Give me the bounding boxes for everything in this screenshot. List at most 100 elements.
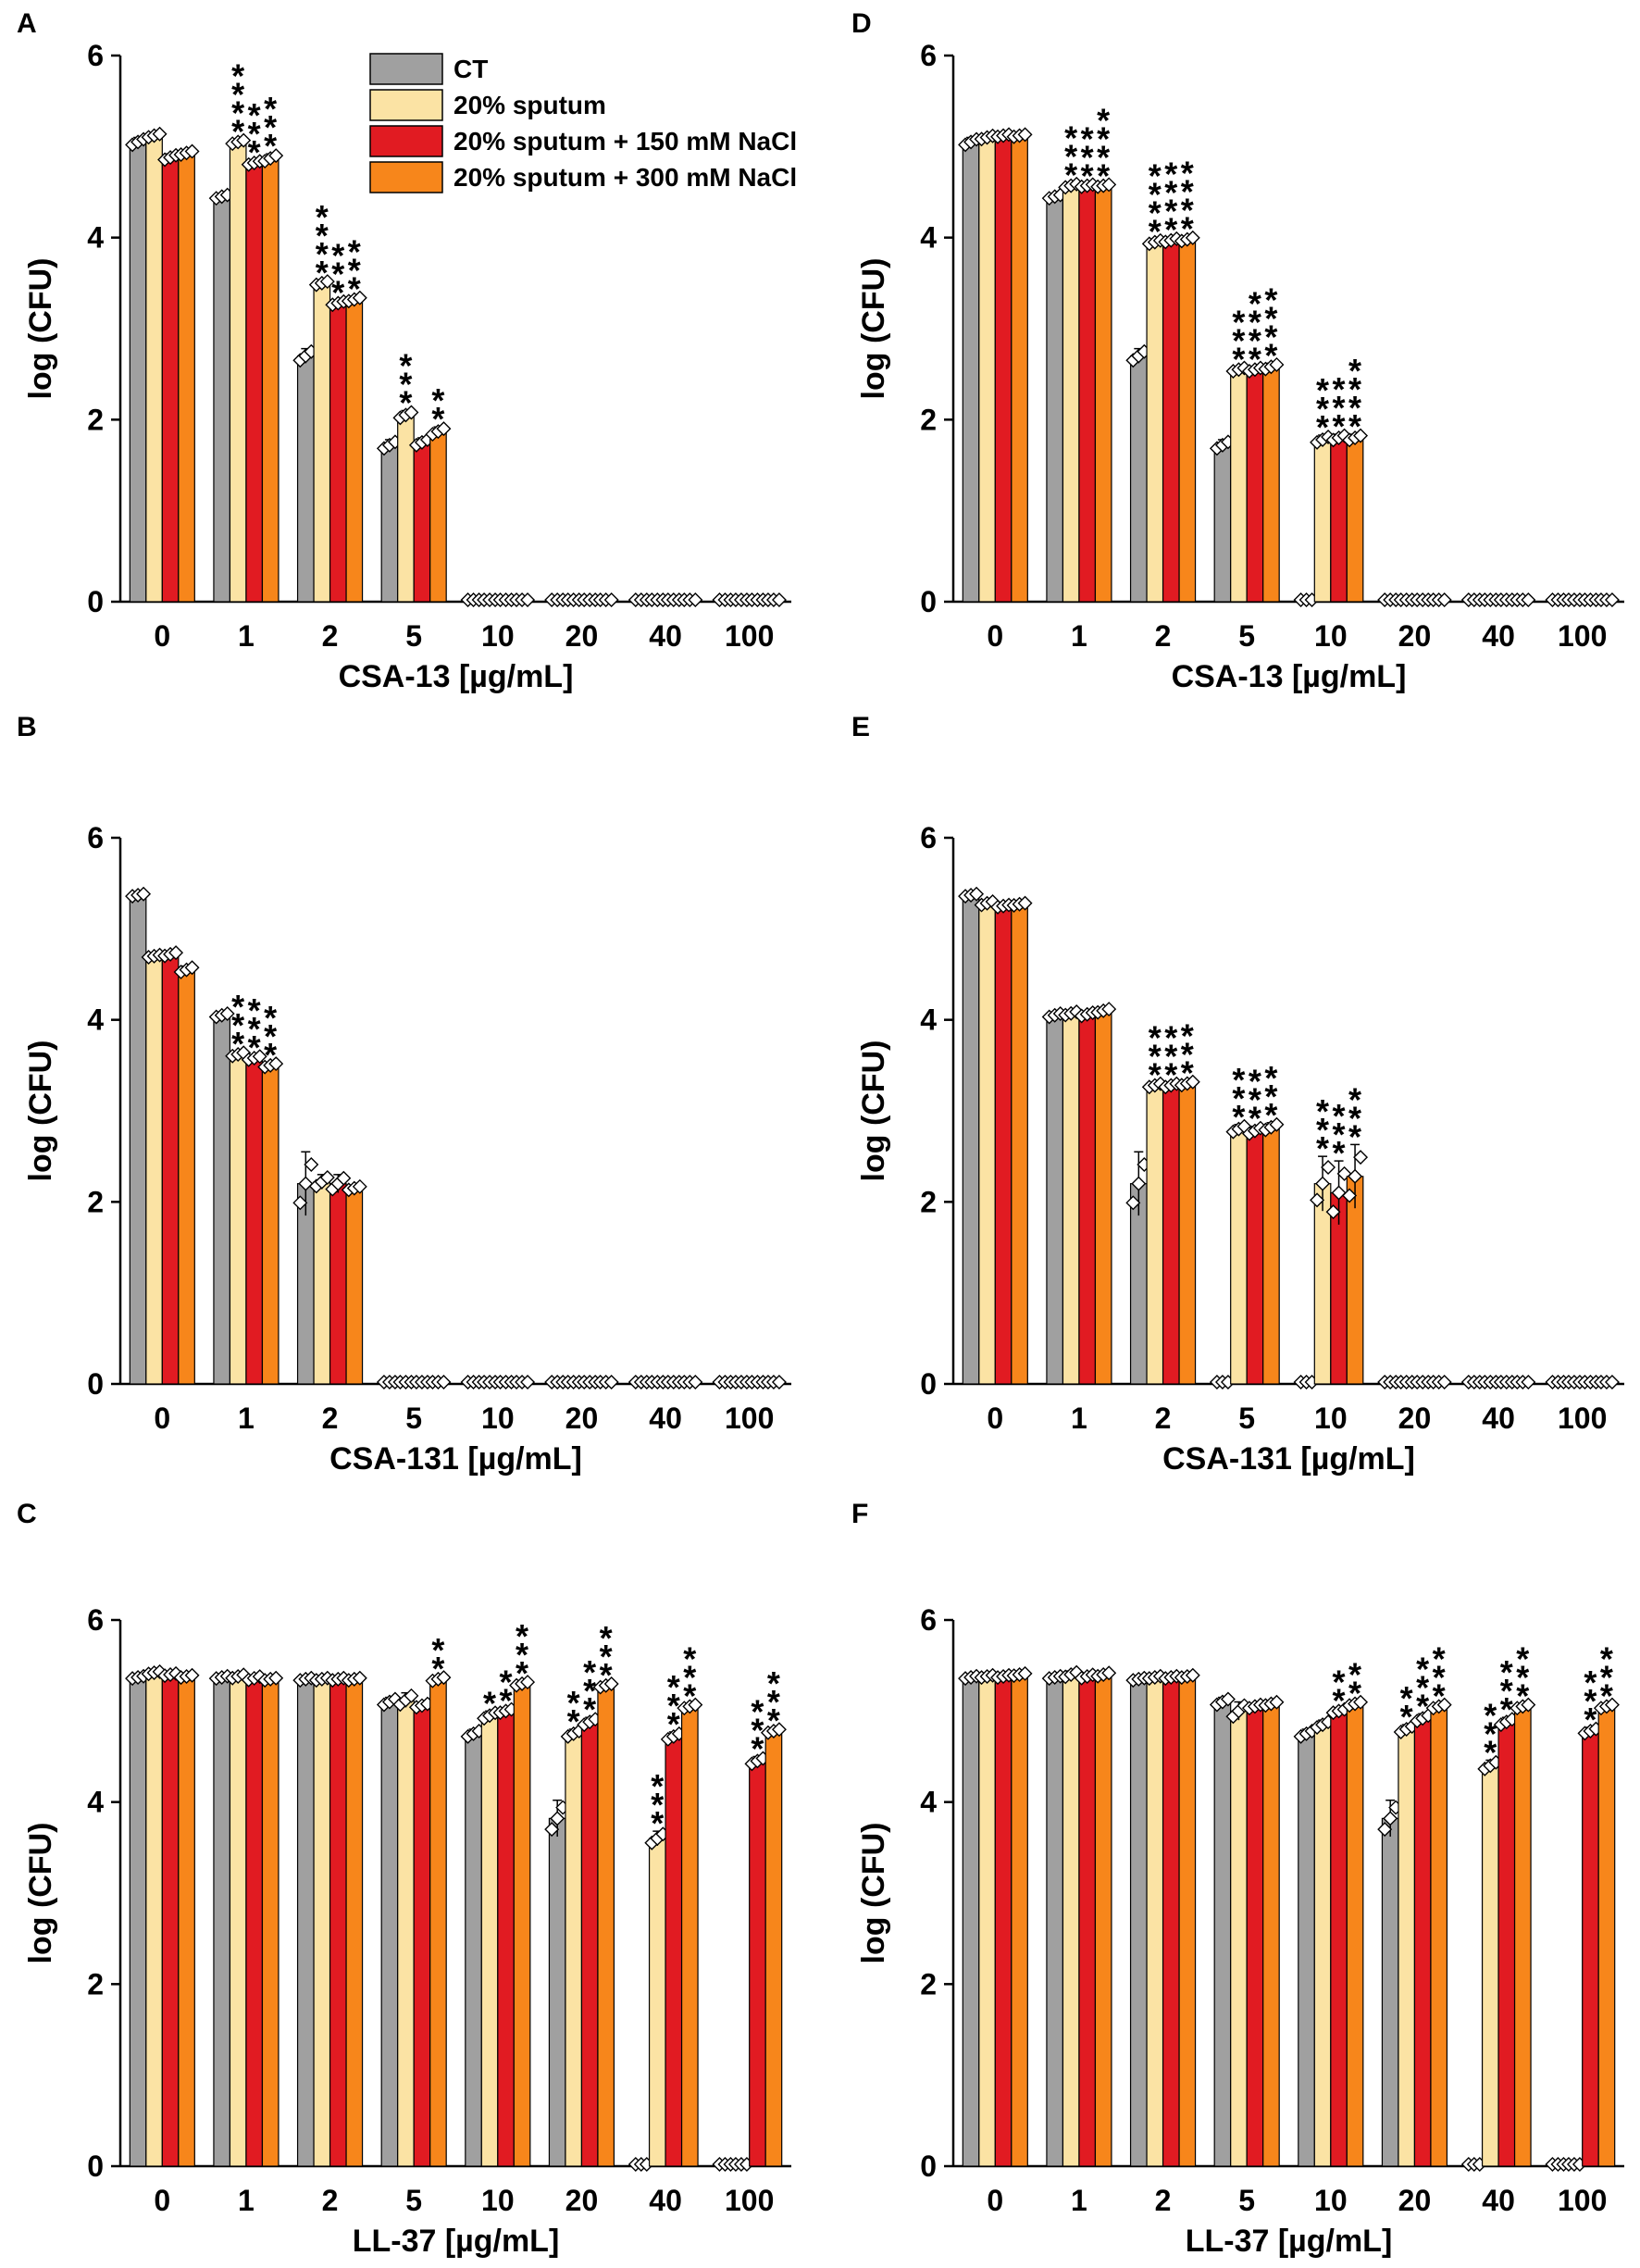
asterisk: *	[751, 1712, 764, 1750]
asterisk: *	[1064, 156, 1077, 194]
y-axis-title: log (CFU)	[23, 258, 58, 400]
data-point	[298, 1176, 314, 1191]
asterisk: *	[316, 217, 329, 255]
y-axis-title: log (CFU)	[23, 1041, 58, 1182]
asterisk: *	[751, 1693, 764, 1731]
asterisk: *	[1149, 213, 1162, 251]
asterisk: *	[683, 1658, 696, 1696]
legend-label: CT	[453, 55, 488, 83]
asterisk: *	[767, 1664, 780, 1702]
bar	[513, 1683, 531, 2167]
bar	[313, 1181, 331, 1385]
x-tick-label: 10	[1314, 2184, 1348, 2217]
significance-label: ***	[264, 90, 277, 165]
y-tick-label: 0	[87, 585, 104, 618]
asterisk: *	[583, 1653, 596, 1691]
data-point	[1436, 1697, 1452, 1713]
data-point	[603, 592, 619, 608]
x-tick-label: 2	[322, 1402, 339, 1435]
bar	[1246, 1705, 1264, 2167]
data-point	[268, 1056, 284, 1072]
asterisk: *	[248, 115, 261, 153]
bar	[1298, 1733, 1315, 2167]
bar	[1398, 1728, 1416, 2167]
asterisk: *	[1516, 1676, 1529, 1714]
bar	[296, 355, 315, 603]
y-tick-label: 0	[87, 2150, 104, 2183]
asterisk: *	[1232, 1079, 1245, 1117]
x-tick-label: 1	[238, 2184, 255, 2217]
asterisk: *	[1164, 1019, 1177, 1057]
data-point	[168, 945, 184, 961]
significance-label: ***	[264, 999, 277, 1074]
bar	[129, 1676, 147, 2167]
x-tick-label: 40	[1482, 619, 1515, 653]
data-point	[550, 1811, 565, 1826]
asterisk: *	[1348, 370, 1361, 408]
asterisk: *	[1097, 120, 1110, 158]
data-point	[771, 592, 787, 608]
asterisk: *	[1249, 1100, 1261, 1138]
data-point	[304, 1157, 319, 1173]
x-tick-label: 0	[154, 619, 170, 653]
data-point	[1353, 1150, 1369, 1165]
x-tick-label: 20	[1398, 1402, 1432, 1435]
bar	[1346, 1702, 1364, 2167]
asterisk: *	[316, 198, 329, 236]
x-tick-label: 0	[154, 1402, 170, 1435]
asterisk: *	[1097, 139, 1110, 177]
y-tick-label: 6	[87, 39, 104, 72]
bar	[178, 152, 195, 603]
bar	[1129, 1678, 1148, 2167]
asterisk: *	[1500, 1653, 1513, 1691]
asterisk: *	[1097, 102, 1110, 140]
data-point	[1604, 1697, 1620, 1713]
asterisk: *	[1333, 1663, 1346, 1701]
asterisk: *	[1264, 1078, 1277, 1115]
asterisk: *	[1232, 1098, 1245, 1136]
bar	[565, 1733, 583, 2167]
asterisk: *	[1249, 303, 1261, 341]
asterisk: *	[231, 1025, 244, 1063]
data-point	[1185, 1667, 1200, 1683]
asterisk: *	[431, 400, 444, 438]
data-point	[1017, 895, 1033, 911]
asterisk: *	[1149, 1019, 1162, 1057]
bar	[1262, 1702, 1280, 2167]
data-point	[1269, 356, 1285, 372]
x-tick-label: 20	[565, 2184, 599, 2217]
y-tick-label: 0	[920, 1367, 937, 1401]
asterisk: *	[683, 1639, 696, 1677]
data-point	[1017, 1665, 1033, 1681]
bar	[597, 1685, 615, 2167]
bar	[680, 1705, 699, 2167]
legend-label: 20% sputum + 300 mM NaCl	[453, 163, 797, 192]
data-point	[520, 1675, 536, 1690]
significance-label: ***	[399, 347, 412, 422]
x-tick-label: 20	[1398, 2184, 1432, 2217]
bar	[962, 894, 980, 1385]
asterisk: *	[1164, 1056, 1177, 1094]
bar	[1078, 185, 1097, 603]
x-tick-label: 0	[154, 2184, 170, 2217]
asterisk: *	[567, 1684, 580, 1722]
bar	[1078, 1014, 1097, 1385]
asterisk: *	[1264, 1096, 1277, 1134]
asterisk: *	[1500, 1672, 1513, 1710]
significance-label: ***	[331, 237, 344, 312]
asterisk: *	[1333, 1097, 1346, 1135]
data-point	[1521, 1375, 1536, 1390]
bar	[749, 1760, 766, 2167]
bar	[1062, 1674, 1080, 2167]
data-point	[236, 132, 252, 148]
asterisk: *	[583, 1672, 596, 1710]
asterisk: *	[1164, 193, 1177, 231]
asterisk: *	[331, 255, 344, 293]
legend-swatch	[369, 53, 443, 85]
x-tick-label: 2	[1155, 619, 1172, 653]
asterisk: *	[1416, 1687, 1429, 1725]
asterisk: *	[600, 1638, 613, 1676]
bar	[1313, 439, 1332, 603]
